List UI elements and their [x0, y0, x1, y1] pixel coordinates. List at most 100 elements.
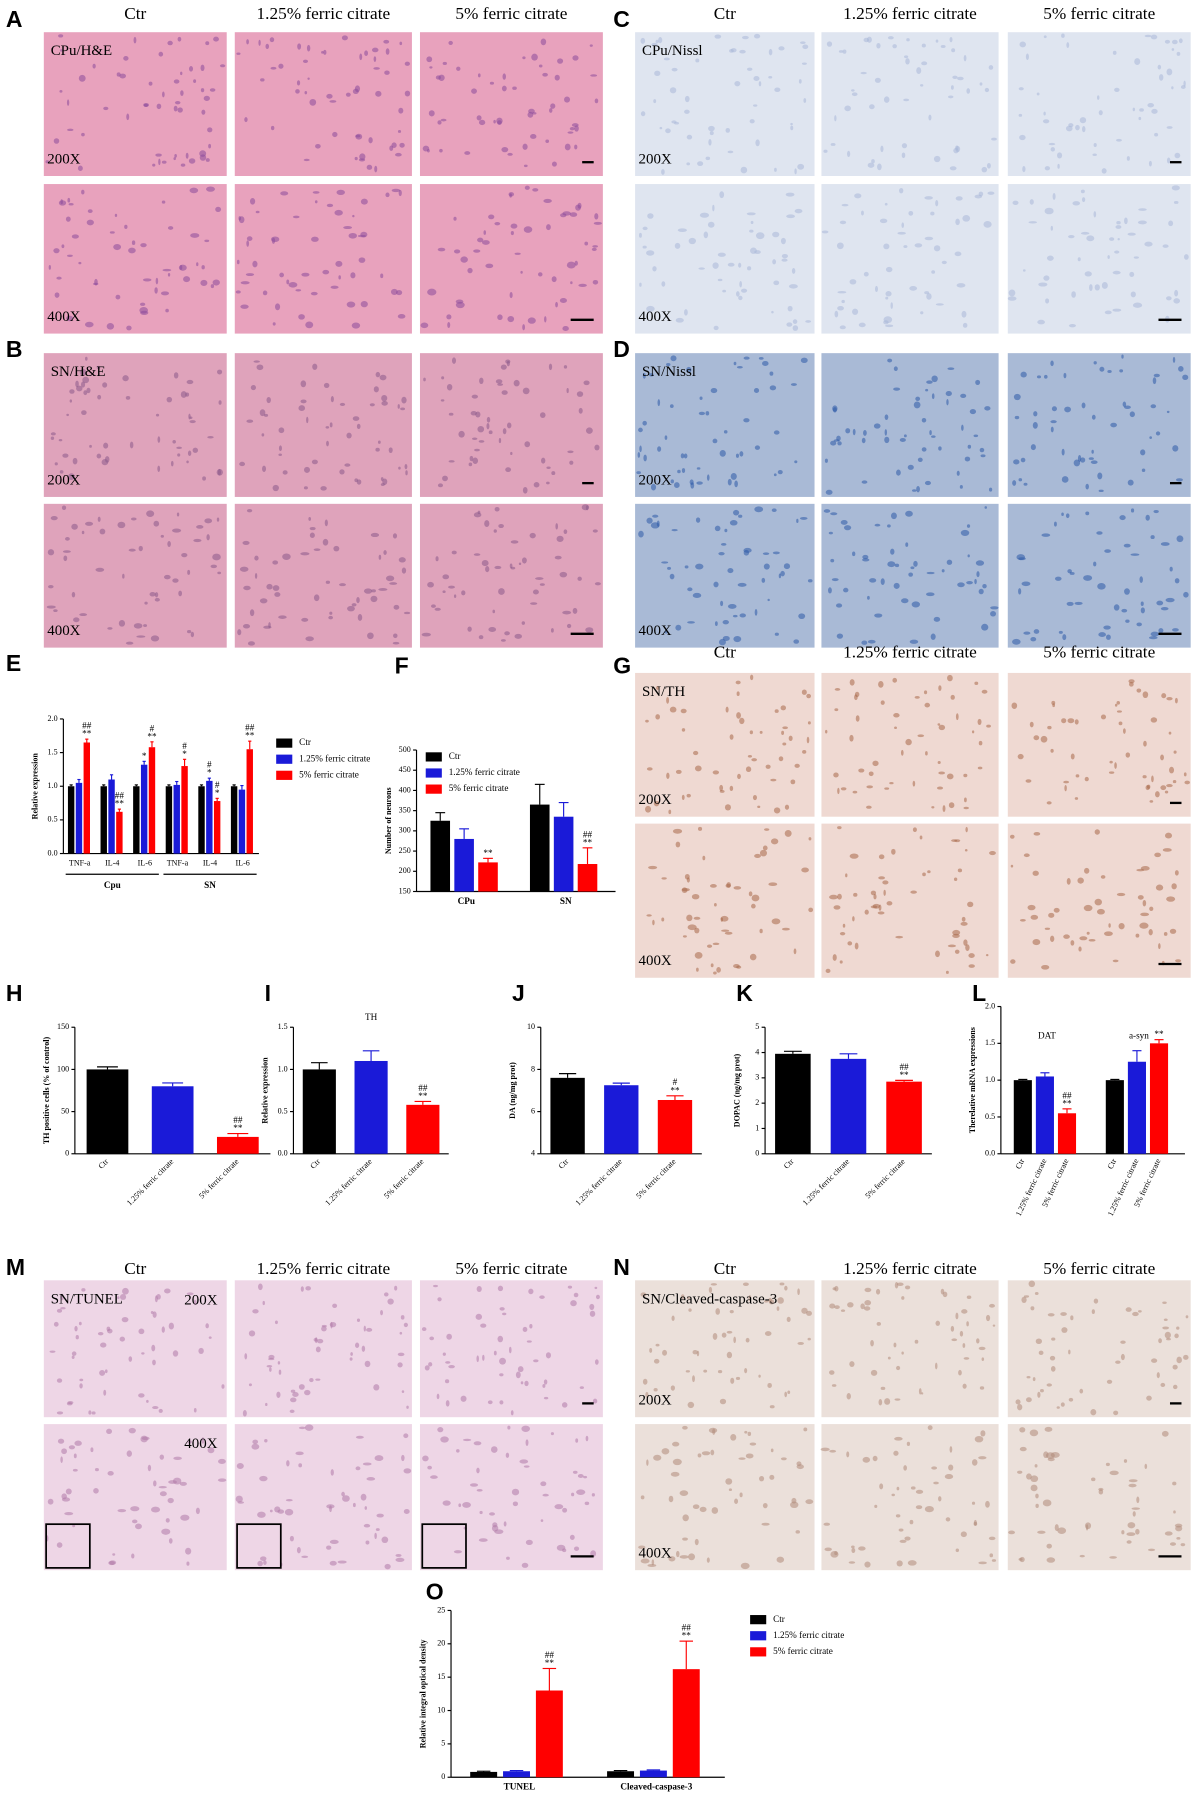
- cell: [681, 888, 690, 892]
- cell: [828, 587, 832, 594]
- cell: [974, 681, 979, 685]
- cell: [143, 103, 149, 108]
- cell: [744, 1430, 748, 1434]
- magnification: 400X: [639, 623, 672, 639]
- cell: [695, 563, 704, 570]
- cell: [71, 234, 79, 239]
- cell: [692, 592, 702, 599]
- cell: [592, 245, 599, 248]
- x-tick-label: IL-6: [138, 859, 152, 868]
- cell: [1140, 449, 1146, 456]
- cell: [361, 1345, 366, 1352]
- significance: #: [182, 741, 187, 751]
- cell: [189, 420, 196, 424]
- cell: [45, 160, 50, 164]
- cell: [883, 243, 890, 250]
- cell: [645, 1391, 649, 1398]
- cell: [852, 428, 856, 436]
- cell: [1091, 414, 1096, 420]
- cell: [682, 935, 687, 938]
- cell: [46, 605, 56, 609]
- cell: [153, 520, 160, 527]
- cell: [1108, 923, 1111, 928]
- cell: [89, 444, 92, 448]
- cell: [252, 260, 258, 268]
- cell: [54, 292, 60, 298]
- cell: [1097, 472, 1103, 480]
- significance: **: [245, 731, 255, 741]
- cell: [158, 51, 164, 57]
- cell: [693, 750, 699, 756]
- cell: [60, 49, 63, 52]
- cell: [692, 1375, 695, 1383]
- significance: ##: [82, 721, 92, 731]
- bar: [577, 864, 598, 892]
- cell: [279, 272, 285, 278]
- cell: [770, 778, 777, 782]
- cell: [1122, 728, 1126, 734]
- cell: [874, 285, 878, 292]
- cell: [807, 1337, 811, 1341]
- cell: [1083, 904, 1093, 912]
- cell: [53, 248, 60, 254]
- cell: [830, 512, 838, 516]
- micrograph: [234, 1424, 412, 1571]
- bar: [216, 1136, 259, 1154]
- cell: [569, 460, 574, 465]
- cell: [124, 224, 128, 229]
- cell: [671, 67, 678, 72]
- micrograph: [1007, 184, 1191, 334]
- cell: [671, 1315, 675, 1321]
- micrograph: [821, 184, 999, 334]
- cell: [521, 1562, 529, 1568]
- bar: [100, 786, 107, 854]
- group-label: DAT: [1038, 1031, 1056, 1041]
- cell: [757, 805, 761, 809]
- cell: [323, 49, 327, 55]
- cell: [255, 210, 260, 214]
- cell: [1061, 448, 1065, 456]
- cell: [687, 924, 697, 931]
- cell: [1019, 1427, 1026, 1433]
- cell: [679, 1490, 689, 1497]
- cell: [971, 730, 975, 734]
- cell: [1174, 152, 1181, 159]
- micrograph: [43, 32, 227, 176]
- cell: [1025, 779, 1032, 783]
- cell: [383, 550, 387, 556]
- cell: [65, 1488, 72, 1495]
- cell: [649, 1348, 653, 1353]
- cell: [866, 785, 873, 789]
- cell: [265, 43, 270, 49]
- cell: [1158, 1338, 1162, 1344]
- cell: [313, 548, 321, 552]
- cell: [979, 447, 985, 453]
- cell: [575, 204, 581, 211]
- cell: [642, 245, 647, 249]
- cell: [584, 241, 589, 246]
- cell: [138, 1393, 145, 1398]
- cell: [159, 1491, 167, 1497]
- cell: [532, 112, 537, 115]
- micrograph: [234, 503, 412, 648]
- cell: [326, 203, 334, 208]
- cell: [684, 309, 688, 316]
- cell: [572, 55, 579, 61]
- cell: [139, 302, 146, 306]
- significance: #: [150, 723, 155, 733]
- micrograph: [234, 32, 412, 176]
- cell: [801, 689, 807, 695]
- cell: [955, 196, 963, 201]
- cell: [946, 773, 954, 780]
- cell: [1025, 53, 1029, 60]
- cell: [188, 413, 191, 420]
- cell: [467, 267, 473, 274]
- cell: [741, 35, 749, 40]
- cell: [753, 388, 760, 393]
- cell: [272, 585, 280, 591]
- cell: [576, 1489, 586, 1496]
- cell: [161, 1326, 165, 1333]
- cell: [539, 583, 545, 586]
- cell: [762, 360, 769, 367]
- cell: [1090, 1409, 1097, 1416]
